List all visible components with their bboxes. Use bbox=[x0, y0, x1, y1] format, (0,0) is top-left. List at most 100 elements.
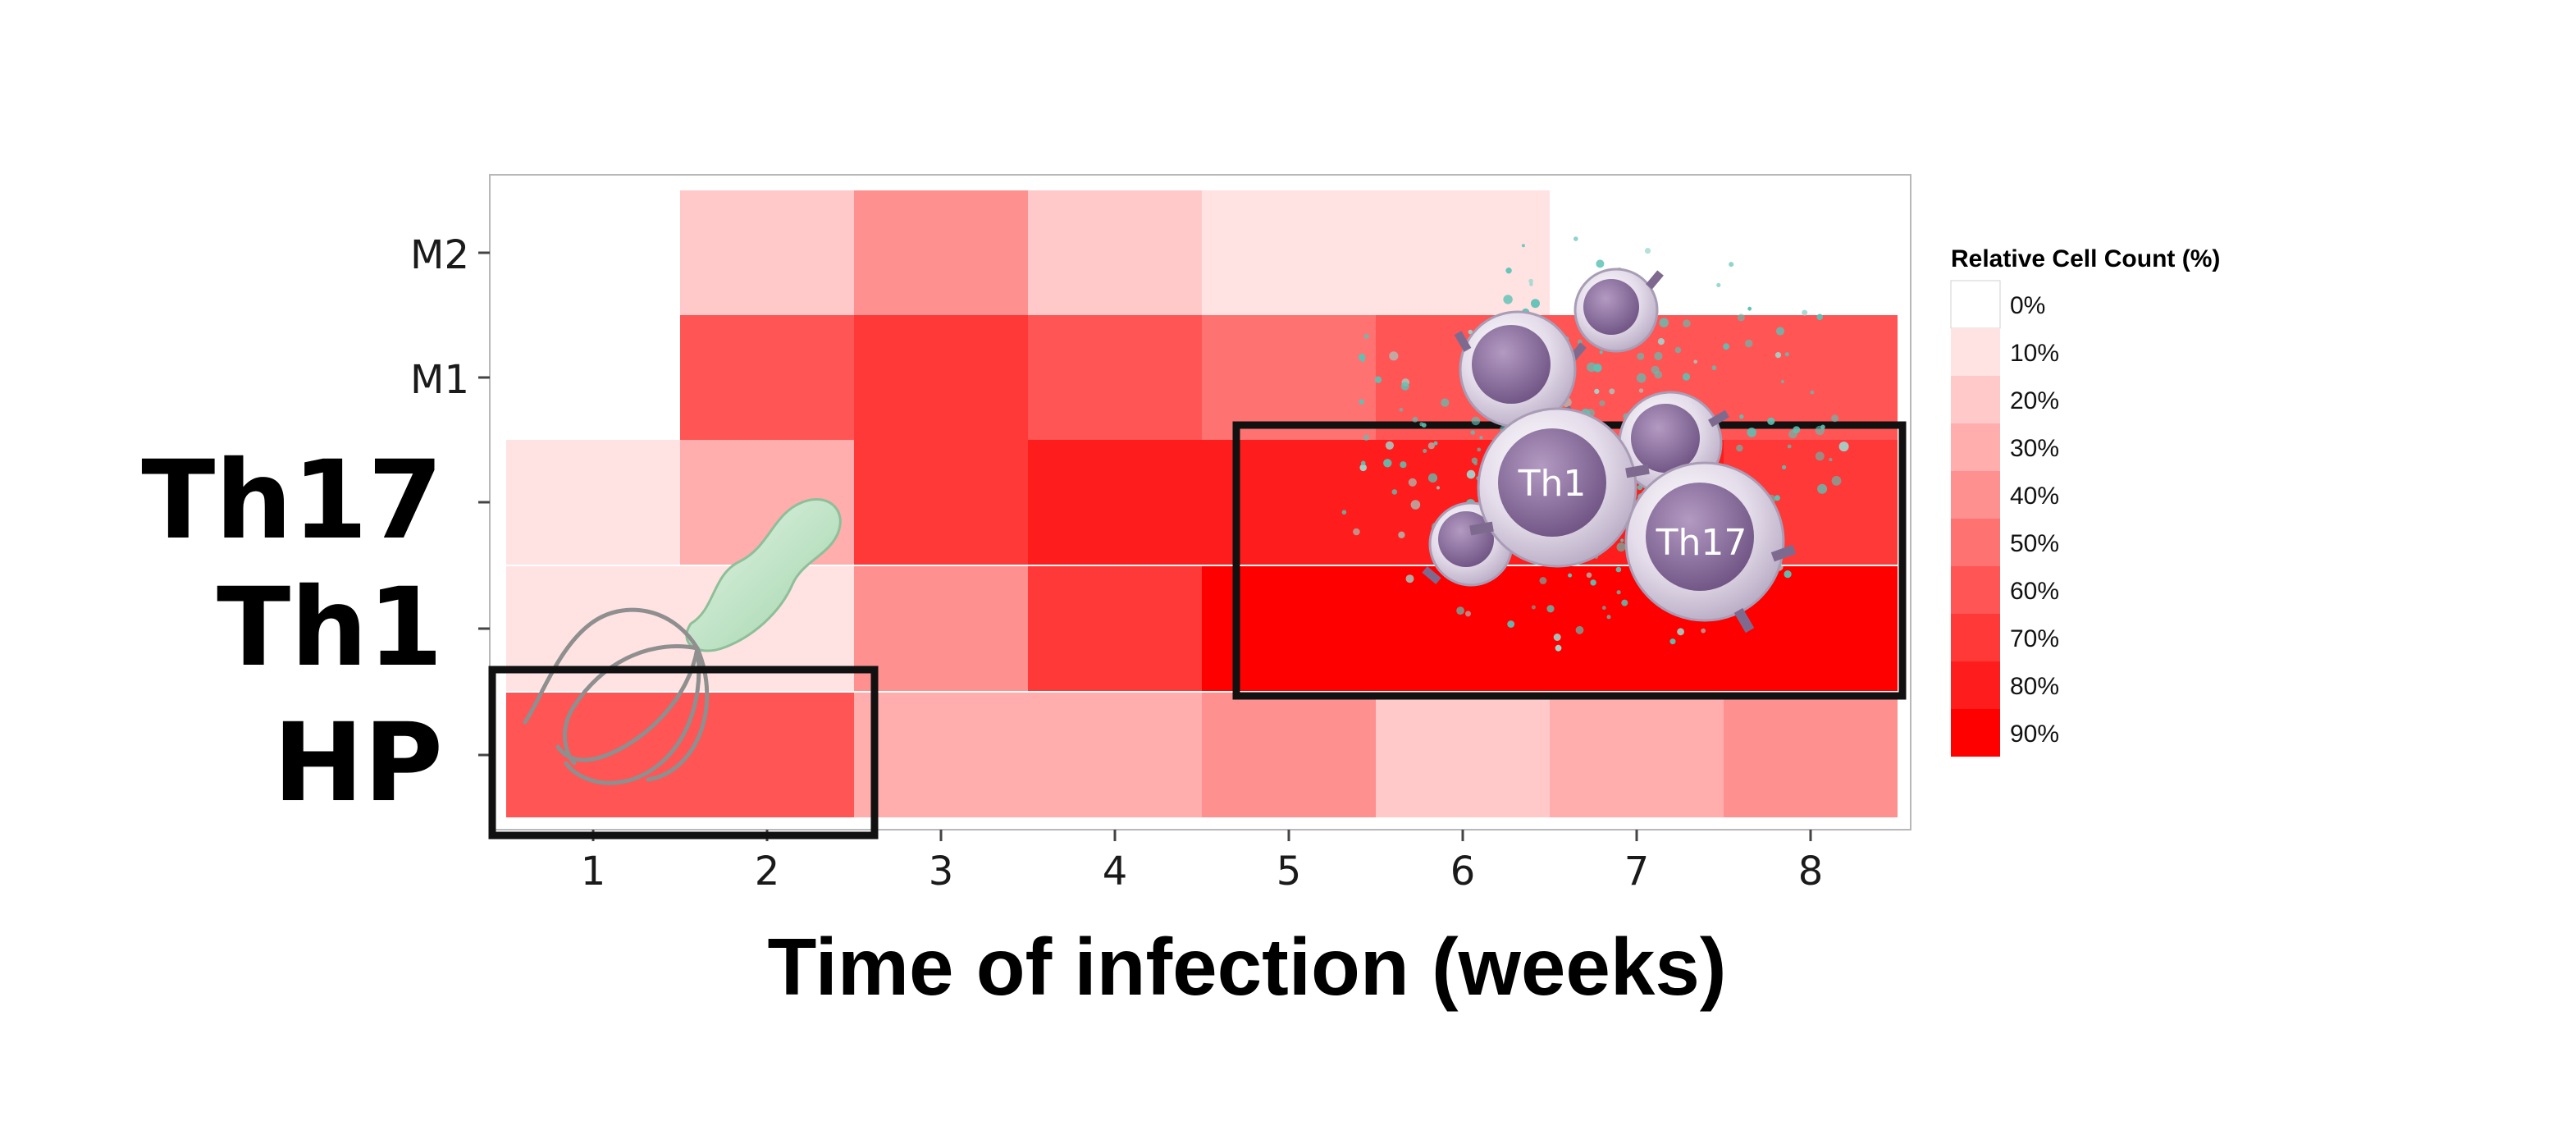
xtick-label-3: 3 bbox=[929, 849, 954, 895]
cytokine-dot bbox=[1774, 352, 1782, 359]
cytokine-dot bbox=[1477, 447, 1482, 452]
cytokine-dot bbox=[1669, 638, 1676, 645]
cytokine-dot bbox=[1831, 476, 1842, 486]
cytokine-dot bbox=[1815, 451, 1825, 461]
cytokine-dot bbox=[1621, 599, 1628, 606]
cell-th1: Th1 bbox=[1469, 407, 1650, 568]
cytokine-dot bbox=[1816, 313, 1823, 321]
legend-label-8: 80% bbox=[2010, 673, 2059, 700]
xtick-label-2: 2 bbox=[755, 849, 780, 895]
cytokine-dot bbox=[1654, 351, 1663, 360]
cytokine-dot bbox=[1405, 574, 1414, 583]
heatmap-cell-th17-week1 bbox=[506, 440, 680, 565]
cytokine-dot bbox=[1507, 620, 1515, 628]
cytokine-dot bbox=[1767, 417, 1775, 425]
cytokine-dot bbox=[1784, 570, 1792, 579]
cytokine-dot bbox=[1780, 380, 1784, 383]
cytokine-dot bbox=[1391, 489, 1398, 495]
xtick-label-8: 8 bbox=[1798, 849, 1824, 895]
legend-swatch-6 bbox=[1951, 566, 2000, 614]
bacterium-flagella bbox=[523, 607, 710, 785]
cytokine-dot bbox=[1744, 339, 1753, 348]
cytokine-dot bbox=[1601, 606, 1606, 611]
cytokine-dot bbox=[1441, 398, 1450, 407]
cytokine-dot bbox=[1359, 464, 1367, 472]
cytokine-dot bbox=[1644, 248, 1651, 254]
heatmap-cell-hp-week5 bbox=[1202, 693, 1376, 817]
legend-label-2: 20% bbox=[2010, 387, 2059, 414]
heatmap-cell-th1-week6 bbox=[1376, 566, 1550, 691]
legend-swatch-1 bbox=[1951, 328, 2000, 376]
cytokine-dot bbox=[1471, 457, 1478, 464]
heatmap-cell-m1-week2 bbox=[680, 315, 854, 440]
cytokine-dot bbox=[1615, 566, 1622, 573]
heatmap-cell-hp-week2 bbox=[680, 693, 854, 817]
legend-label-3: 30% bbox=[2010, 435, 2059, 462]
heatmap-cell-m2-week5 bbox=[1202, 190, 1376, 315]
highlight-box-hp bbox=[488, 666, 879, 840]
heatmap-cell-m1-week5 bbox=[1202, 315, 1376, 440]
cytokine-dot bbox=[1383, 459, 1392, 468]
legend-label-6: 60% bbox=[2010, 578, 2059, 605]
cytokine-dot bbox=[1385, 441, 1394, 450]
xtick-label-7: 7 bbox=[1624, 849, 1650, 895]
cytokine-dot bbox=[1638, 388, 1644, 393]
cytokine-dot bbox=[1737, 313, 1745, 322]
legend-label-0: 0% bbox=[2010, 292, 2045, 319]
heatmap-cell-m2-week3 bbox=[854, 190, 1028, 315]
y-axis-ticks bbox=[478, 251, 490, 757]
cytokine-dot bbox=[1427, 442, 1435, 450]
cytokine-dot bbox=[1521, 244, 1525, 248]
cytokine-dot bbox=[1573, 236, 1578, 241]
cytokine-dot bbox=[1784, 352, 1789, 357]
cytokine-dot bbox=[1412, 416, 1418, 423]
legend-swatch-2 bbox=[1951, 376, 2000, 423]
cytokine-dot bbox=[1505, 268, 1512, 274]
cytokine-dot bbox=[1374, 376, 1382, 383]
cytokine-dot bbox=[1529, 282, 1533, 286]
cytokine-dot bbox=[1682, 373, 1691, 381]
heatmap-cell-hp-week7 bbox=[1550, 693, 1724, 817]
cytokine-dot bbox=[1657, 338, 1665, 345]
xtick-label-4: 4 bbox=[1103, 849, 1128, 895]
cytokine-dot bbox=[1408, 478, 1417, 487]
x-axis-ticks: 1 2 3 4 5 6 7 8 bbox=[581, 830, 1824, 895]
cytokine-dot bbox=[1651, 365, 1660, 374]
cytokine-dot bbox=[1606, 615, 1611, 620]
cytokine-dot bbox=[1423, 449, 1427, 453]
cytokine-dot bbox=[1637, 352, 1645, 360]
cytokine-dot bbox=[1793, 426, 1801, 434]
cytokine-dot bbox=[1787, 444, 1792, 449]
cytokine-dot bbox=[1636, 373, 1647, 383]
cytokine-dot bbox=[1400, 461, 1407, 469]
cytokine-dot bbox=[1590, 579, 1596, 586]
cytokine-dot bbox=[1775, 327, 1785, 336]
heatmap-cell-m2-week2 bbox=[680, 190, 854, 315]
cell-label-th1: Th1 bbox=[1518, 463, 1587, 505]
cytokine-dot bbox=[1531, 605, 1536, 610]
heatmap-cell-m1-week3 bbox=[854, 315, 1028, 440]
cytokine-dot bbox=[1829, 457, 1833, 462]
cytokine-dot bbox=[1609, 388, 1615, 395]
ytick-label-m2: M2 bbox=[410, 232, 469, 278]
legend-swatch-3 bbox=[1951, 423, 2000, 471]
cytokine-dot bbox=[1359, 399, 1364, 405]
heatmap-cell-m2-week6 bbox=[1376, 190, 1550, 315]
cell-small-top bbox=[1569, 268, 1664, 362]
heatmap-cell-m2-week4 bbox=[1028, 190, 1202, 315]
cell-medium-left bbox=[1454, 310, 1580, 428]
cytokine-dot bbox=[1358, 354, 1366, 361]
cytokine-dot bbox=[1593, 364, 1602, 373]
immune-cells-illustration: Th1 Th17 bbox=[1422, 268, 1797, 634]
ytick-label-m1: M1 bbox=[410, 357, 469, 403]
legend-swatch-9 bbox=[1951, 709, 2000, 757]
cytokine-dot bbox=[1802, 309, 1808, 316]
cytokine-dot bbox=[1693, 359, 1697, 364]
cytokine-dot bbox=[1363, 333, 1369, 339]
cytokine-dot bbox=[1677, 628, 1684, 636]
cytokine-dot bbox=[1433, 441, 1438, 446]
cytokine-dot bbox=[1479, 436, 1483, 440]
cytokine-dot bbox=[1468, 329, 1473, 335]
cytokine-dot bbox=[1389, 351, 1399, 361]
